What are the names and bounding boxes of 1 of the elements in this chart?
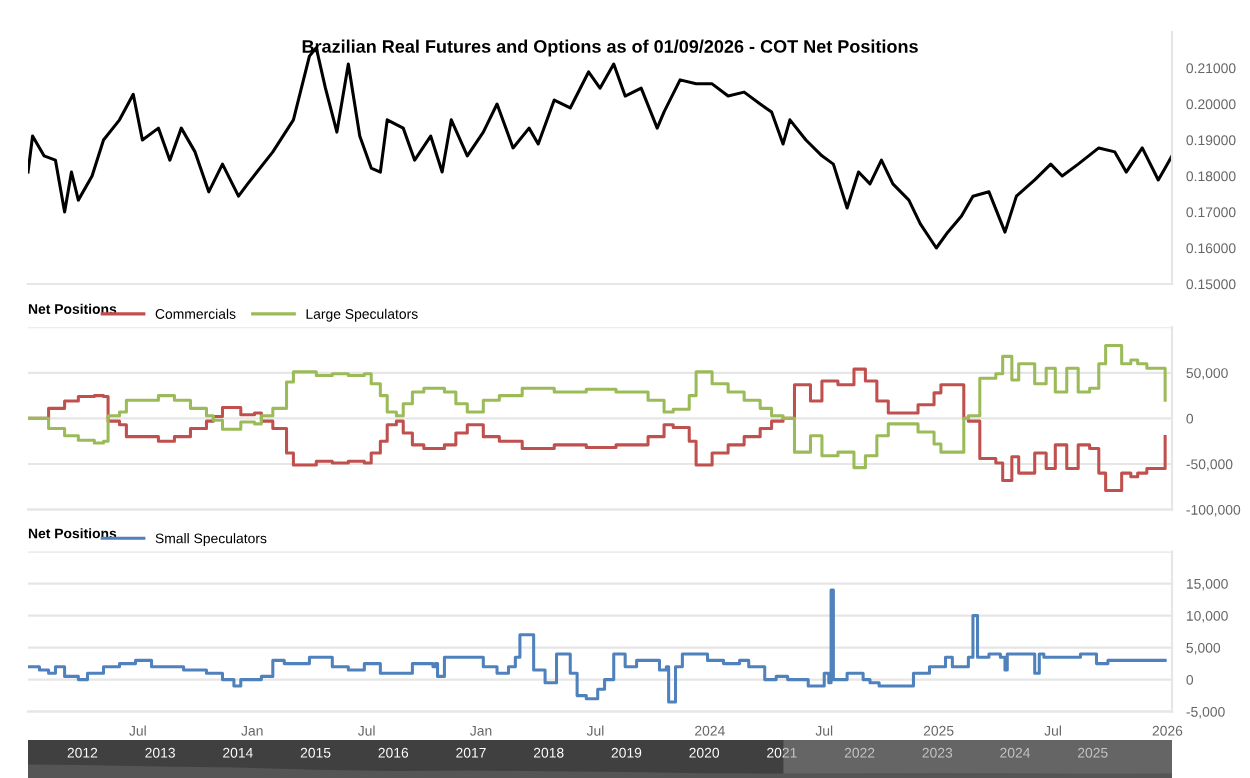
- chart-title: Brazilian Real Futures and Options as of 01/09/2026 - COT Net Positions: [302, 39, 918, 57]
